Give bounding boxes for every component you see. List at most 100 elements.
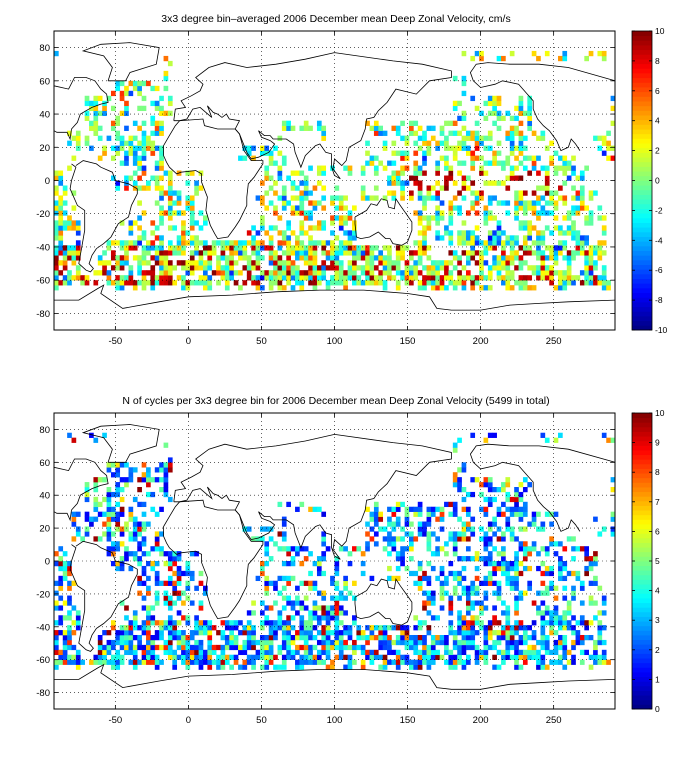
bin-cell xyxy=(115,565,121,572)
bin-cell xyxy=(58,210,64,216)
bin-cell xyxy=(316,630,322,636)
bin-cell xyxy=(251,625,256,631)
bin-cell xyxy=(185,170,191,176)
colorbar-segment xyxy=(632,431,652,437)
bin-cell xyxy=(146,659,151,665)
bin-cell xyxy=(496,265,502,271)
bin-cell xyxy=(97,639,103,646)
bin-cell xyxy=(387,644,392,651)
bin-cell xyxy=(176,195,182,201)
bin-cell xyxy=(487,561,493,567)
bin-cell xyxy=(150,120,156,126)
bin-cell xyxy=(264,165,270,171)
bin-cell xyxy=(286,635,291,641)
bin-cell xyxy=(382,165,388,171)
bin-cell xyxy=(505,521,511,527)
bin-cell xyxy=(255,195,261,201)
bin-cell xyxy=(255,240,261,246)
colorbar-segment xyxy=(632,119,652,125)
bin-cell xyxy=(102,477,107,483)
bin-cell xyxy=(67,270,72,276)
bin-cell xyxy=(610,531,616,537)
colorbar-segment xyxy=(632,105,652,111)
bin-cell xyxy=(461,644,467,651)
bin-cell xyxy=(84,95,90,102)
bin-cell xyxy=(395,285,401,291)
bin-cell xyxy=(422,649,427,656)
bin-cell xyxy=(369,195,375,201)
bin-cell xyxy=(549,536,554,542)
bin-cell xyxy=(233,260,239,266)
bin-cell xyxy=(338,280,344,286)
bin-cell xyxy=(75,649,81,656)
bin-cell xyxy=(172,265,178,271)
bin-cell xyxy=(321,556,327,562)
bin-cell xyxy=(220,270,226,276)
bin-cell xyxy=(584,220,589,226)
bin-cell xyxy=(312,561,318,567)
y-tick-label: 60 xyxy=(39,458,50,469)
bin-cell xyxy=(132,280,138,286)
bin-cell xyxy=(338,275,344,281)
bin-cell xyxy=(465,644,471,651)
bin-cell xyxy=(509,575,515,582)
bin-cell xyxy=(154,635,160,641)
bin-cell xyxy=(549,245,554,251)
bin-cell xyxy=(251,235,256,241)
bin-cell xyxy=(106,506,112,512)
bin-cell xyxy=(505,130,511,136)
bin-cell xyxy=(84,491,90,498)
bin-cell xyxy=(312,285,318,291)
bin-cell xyxy=(562,654,568,660)
bin-cell xyxy=(531,200,537,206)
bin-cell xyxy=(303,275,309,281)
bin-cell xyxy=(286,220,291,226)
colorbar-segment xyxy=(632,101,652,107)
bin-cell xyxy=(97,501,103,508)
bin-cell xyxy=(470,165,476,171)
bin-cell xyxy=(487,95,493,102)
bin-cell xyxy=(492,639,497,646)
bin-cell xyxy=(566,280,572,286)
bin-cell xyxy=(54,649,59,656)
bin-cell xyxy=(527,200,533,206)
coastline xyxy=(469,62,616,152)
bin-cell xyxy=(373,185,379,191)
bin-cell xyxy=(536,210,541,216)
bin-cell xyxy=(62,260,68,266)
bin-cell xyxy=(303,635,309,641)
bin-cell xyxy=(536,255,541,261)
bin-cell xyxy=(597,215,603,221)
bin-cell xyxy=(132,85,138,92)
bin-cell xyxy=(159,95,164,102)
bin-cell xyxy=(562,50,568,57)
bin-cell xyxy=(470,245,476,251)
bin-cell xyxy=(518,145,524,151)
bin-cell xyxy=(290,605,296,611)
bin-cell xyxy=(487,145,493,151)
bin-cell xyxy=(172,210,178,216)
bin-cell xyxy=(229,240,234,246)
bin-cell xyxy=(365,521,370,527)
bin-cell xyxy=(496,511,502,517)
bin-cell xyxy=(601,649,607,656)
bin-cell xyxy=(549,625,554,631)
bin-cell xyxy=(378,625,384,631)
bin-cell xyxy=(128,467,134,473)
bin-cell xyxy=(505,260,511,266)
bin-cell xyxy=(352,250,357,256)
bin-cell xyxy=(518,150,524,156)
bin-cell xyxy=(409,265,414,271)
bin-cell xyxy=(571,654,576,660)
bin-cell xyxy=(584,260,589,266)
bin-cell xyxy=(496,270,502,276)
bin-cell xyxy=(492,235,497,241)
bin-cell xyxy=(273,630,278,636)
bin-cell xyxy=(527,546,533,552)
bin-cell xyxy=(128,150,134,156)
bin-cell xyxy=(141,511,147,517)
bin-cell xyxy=(338,590,344,596)
bin-cell xyxy=(562,215,568,221)
bin-cell xyxy=(522,487,528,493)
